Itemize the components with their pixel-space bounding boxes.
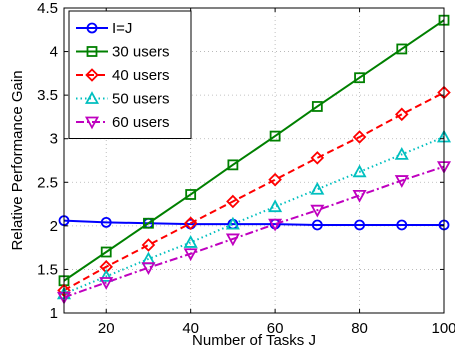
x-tick-label: 40 xyxy=(182,320,199,337)
y-tick-label: 2 xyxy=(50,218,58,235)
x-tick-label: 60 xyxy=(267,320,284,337)
y-tick-label: 2.5 xyxy=(37,174,58,191)
data-point xyxy=(99,277,114,290)
legend-label: 60 users xyxy=(112,114,170,131)
series-line xyxy=(63,136,445,295)
x-axis-label: Number of Tasks J xyxy=(192,332,316,349)
y-tick-label: 4.5 xyxy=(37,0,58,17)
data-point xyxy=(225,233,240,247)
data-point xyxy=(268,199,283,213)
legend-label: 40 users xyxy=(112,67,170,84)
data-point xyxy=(227,159,239,171)
data-point xyxy=(311,101,323,112)
y-tick-label: 1.5 xyxy=(37,261,58,278)
data-point xyxy=(183,248,198,262)
y-tick-label: 4 xyxy=(50,44,58,61)
data-point xyxy=(269,130,281,142)
data-point xyxy=(310,204,325,218)
data-point xyxy=(352,130,367,144)
legend-marker xyxy=(84,116,100,130)
x-tick-label: 20 xyxy=(98,320,115,337)
data-point xyxy=(141,262,156,276)
data-point xyxy=(394,175,409,188)
data-point xyxy=(100,246,112,258)
data-point xyxy=(225,216,240,230)
series-group xyxy=(58,14,450,287)
data-point xyxy=(352,164,367,178)
series-line xyxy=(63,165,445,299)
series-line xyxy=(63,91,445,292)
data-point xyxy=(394,147,409,160)
data-point xyxy=(141,238,156,252)
legend-marker xyxy=(84,91,100,104)
plot-frame xyxy=(63,7,445,314)
series-group xyxy=(56,129,452,300)
data-point xyxy=(183,216,198,231)
data-point xyxy=(310,181,325,195)
data-point xyxy=(310,151,325,165)
data-point xyxy=(268,218,283,232)
legend-label: 50 users xyxy=(112,91,170,108)
series-group xyxy=(57,85,451,298)
data-point xyxy=(354,219,365,231)
data-point xyxy=(143,217,154,229)
data-point xyxy=(183,235,198,248)
data-point xyxy=(396,43,408,55)
y-tick-label: 3 xyxy=(50,131,58,148)
legend-marker xyxy=(85,68,99,82)
legend-label: 30 users xyxy=(112,44,170,61)
x-tick-label: 100 xyxy=(431,320,455,337)
y-axis-label: Relative Performance Gain xyxy=(9,70,26,250)
data-point xyxy=(354,72,365,84)
data-point xyxy=(396,219,408,231)
data-point xyxy=(99,269,114,282)
data-point xyxy=(185,189,197,200)
series-layer xyxy=(56,14,452,305)
legend-label: I=J xyxy=(112,20,132,37)
data-point xyxy=(395,107,409,122)
y-tick-label: 3.5 xyxy=(37,87,58,104)
data-point xyxy=(311,219,323,231)
data-point xyxy=(226,194,240,209)
y-tick-label: 1 xyxy=(50,305,58,322)
data-point xyxy=(100,216,112,228)
x-tick-label: 80 xyxy=(351,320,368,337)
legend-marker xyxy=(86,22,98,34)
series-group xyxy=(56,161,452,305)
legend-marker xyxy=(86,46,98,57)
legend: I=J 30 users 40 users 50 users 60 users xyxy=(68,10,192,139)
series-line xyxy=(63,19,445,282)
series-line xyxy=(63,219,444,226)
data-point xyxy=(268,172,282,187)
data-point xyxy=(352,189,367,203)
axis-ticks: 20 40 60 80 100 1 1.5 2 2.5 3 3.5 4 4.5 xyxy=(37,0,455,337)
